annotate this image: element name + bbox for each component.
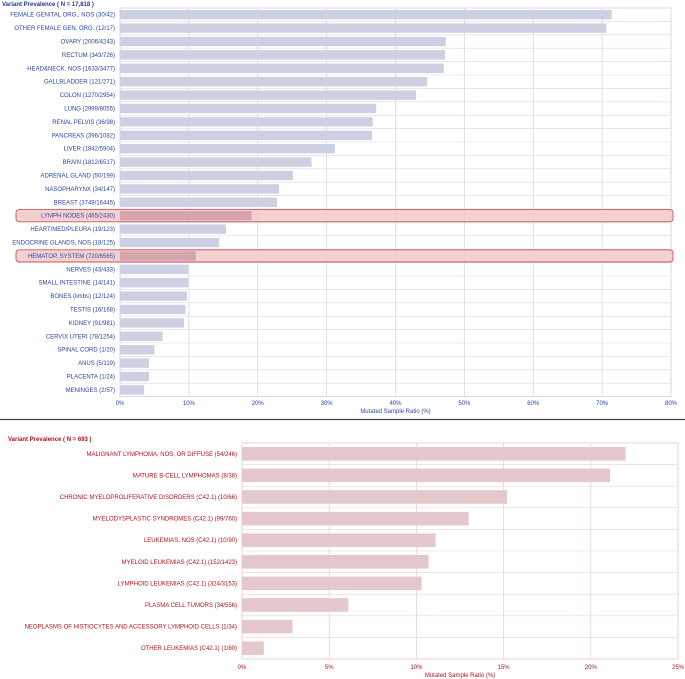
category-label: BREAST (3749/16445) (54, 200, 115, 206)
x-tick-label: 10% (410, 665, 423, 671)
bar (120, 264, 189, 274)
bar (120, 90, 417, 100)
bar (120, 237, 220, 248)
x-tick-label: 10% (183, 401, 196, 407)
bar (120, 331, 163, 341)
bar (120, 345, 155, 355)
x-axis-title: Mutated Sample Ratio (%) (425, 673, 495, 679)
category-label: MATURE B-CELL LYMPHOMAS (8/38) (133, 473, 237, 479)
category-label: LIVER (1842/5904) (64, 147, 115, 153)
bar (242, 447, 626, 461)
category-label: CHRONIC MYELOPROLIFERATIVE DISORDERS (C4… (60, 495, 237, 501)
category-label: OVARY (2006/4243) (61, 40, 115, 46)
bar (120, 23, 607, 33)
category-label: MYELODYSPLASTIC SYNDROMES (C42.1) (99/76… (93, 517, 237, 523)
x-tick-label: 15% (498, 665, 511, 671)
category-label: RECTUM (343/726) (62, 53, 115, 59)
bar (242, 468, 610, 483)
bar (120, 36, 446, 47)
x-tick-label: 0% (116, 401, 125, 407)
category-label: OTHER FEMALE GEN. ORG. (12/17) (14, 26, 115, 32)
bar (120, 318, 185, 328)
category-label: HEAD&NECK, NOS (1633/3477) (27, 66, 115, 72)
x-tick-label: 0% (238, 665, 247, 671)
x-tick-label: 50% (458, 401, 471, 407)
x-tick-label: 20% (252, 401, 265, 407)
bar (120, 144, 335, 154)
category-label: HEART/MED/PLEURA (19/123) (30, 227, 115, 233)
bar (242, 619, 293, 634)
bar (120, 224, 227, 234)
bar (120, 157, 312, 167)
category-label: OTHER LEUKEMIAS (C42.1) (1/80) (141, 646, 237, 652)
bar (242, 490, 508, 504)
category-label: FEMALE GENITAL ORG., NOS (30/42) (10, 13, 115, 19)
x-tick-label: 30% (321, 401, 334, 407)
category-label: GALLBLADDER (121/271) (44, 80, 115, 86)
category-label: LUNG (2999/8055) (64, 107, 115, 113)
bar (120, 63, 444, 73)
bar (120, 358, 149, 368)
bar (120, 10, 612, 20)
bar (242, 576, 422, 591)
bar (120, 371, 149, 382)
x-tick-label: 70% (596, 401, 609, 407)
bar (120, 184, 280, 194)
category-label: NERVES (43/433) (66, 267, 115, 273)
category-label: LYMPHOID LEUKEMIAS (C42.1) (324/3153) (118, 581, 237, 587)
category-label: TESTIS (16/168) (70, 308, 115, 314)
category-label: NEOPLASMS OF HISTIOCYTES AND ACCESSORY L… (25, 625, 237, 631)
x-tick-label: 5% (325, 665, 334, 671)
category-label: MALIGNANT LYMPHOMA, NOS, OR DIFFUSE (54/… (87, 452, 237, 458)
bar (242, 598, 349, 612)
category-label: ANUS (5/119) (78, 361, 115, 367)
bar (242, 641, 264, 655)
bar (120, 117, 373, 127)
bar (120, 278, 189, 288)
category-label: SMALL INTESTINE (14/141) (39, 281, 115, 287)
bar (242, 533, 436, 547)
bar (120, 103, 377, 114)
x-axis-title: Mutated Sample Ratio (%) (360, 409, 430, 415)
x-tick-label: 20% (585, 665, 598, 671)
category-label: ADRENAL GLAND (50/199) (41, 174, 115, 180)
bar (120, 170, 293, 181)
x-tick-label: 80% (665, 401, 678, 407)
bar (120, 385, 145, 395)
category-label: ENDOCRINE GLANDS, NOS (18/125) (12, 241, 115, 247)
category-label: NASOPHARYNX (34/147) (45, 187, 115, 193)
category-label: RENAL PELVIS (36/98) (52, 120, 115, 126)
category-label: CERVIX UTERI (78/1254) (46, 334, 115, 340)
category-label: PLACENTA (1/24) (67, 375, 115, 381)
bar (120, 197, 278, 207)
category-label: MYELOID LEUKEMIAS (C42.1) (152/1423) (122, 560, 237, 566)
category-label: COLON (1270/2954) (60, 93, 115, 99)
category-label: BONES (limbs) (12/124) (50, 294, 115, 300)
category-label: LEUKEMIAS, NOS (C42.1) (10/90) (144, 538, 237, 544)
chart-title-1: Variant Prevalence ( N = 693 ) (8, 437, 92, 443)
x-tick-label: 25% (672, 665, 685, 671)
category-label: PANCREAS (396/1082) (52, 133, 115, 139)
bar (120, 304, 186, 315)
bar (242, 555, 429, 569)
bar (120, 50, 446, 60)
bar (120, 130, 373, 140)
bar (242, 511, 469, 526)
category-label: MENINGES (2/57) (66, 388, 115, 394)
chart-title-0: Variant Prevalence ( N = 17,818 ) (2, 2, 94, 8)
category-label: HEMATOP. SYSTEM (720/6565) (28, 254, 115, 260)
category-label: BRAIN (1812/6517) (63, 160, 115, 166)
bar (120, 291, 187, 301)
x-tick-label: 40% (389, 401, 402, 407)
category-label: KIDNEY (91/981) (69, 321, 115, 327)
category-label: PLASMA CELL TUMORS (34/556) (145, 603, 237, 609)
bar (120, 211, 252, 221)
category-label: SPINAL CORD (1/20) (57, 348, 115, 354)
x-tick-label: 60% (527, 401, 540, 407)
category-label: LYMPH NODES (465/2430) (41, 214, 115, 220)
bar (120, 251, 196, 261)
bar (120, 77, 428, 87)
